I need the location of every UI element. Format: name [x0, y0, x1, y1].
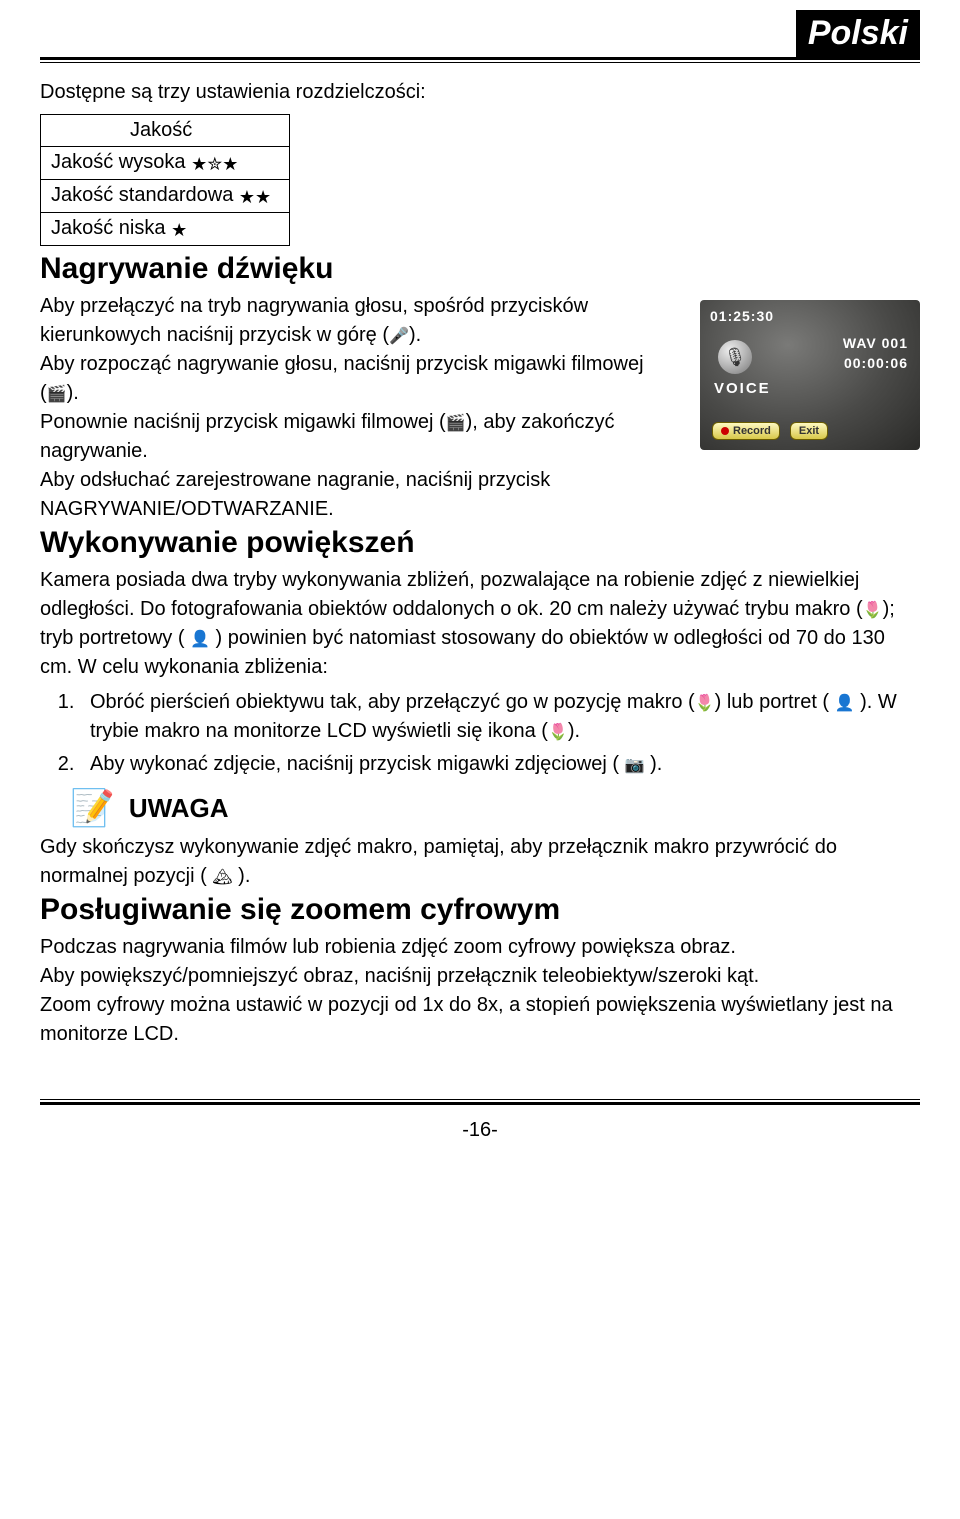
portrait-icon: 👤	[835, 695, 855, 712]
note-a: Gdy skończysz wykonywanie zdjęć makro, p…	[40, 836, 837, 887]
movie-shutter-icon: 🎬	[47, 386, 67, 403]
voice-total-time: 01:25:30	[710, 308, 774, 324]
macro-icon: 🌷	[548, 724, 568, 741]
closeup-paragraph: Kamera posiada dwa tryby wykonywania zbl…	[40, 566, 920, 682]
note-label: UWAGA	[129, 793, 229, 824]
voice-mode-label: VOICE	[714, 380, 771, 397]
audio-p1a: Aby przełączyć na tryb nagrywania głosu,…	[40, 295, 588, 346]
quality-high-label: Jakość wysoka	[51, 151, 186, 173]
movie-shutter-icon: 🎬	[446, 415, 466, 432]
portrait-icon: 👤	[190, 631, 210, 648]
top-double-rule	[40, 57, 920, 63]
closeup-step-1: Obróć pierścień obiektywu tak, aby przeł…	[80, 688, 920, 746]
quality-standard-label: Jakość standardowa	[51, 184, 233, 206]
page-number: -16-	[40, 1119, 920, 1142]
audio-paragraph-2: Aby rozpocząć nagrywanie głosu, naciśnij…	[40, 350, 670, 408]
exit-button-preview: Exit	[790, 422, 828, 440]
mic-icon: 🎙	[718, 340, 752, 374]
quality-high-row: Jakość wysoka ★✮★	[41, 147, 290, 180]
audio-paragraph-3: Ponownie naciśnij przycisk migawki filmo…	[40, 408, 670, 466]
voice-recorder-preview: 01:25:30 WAV 001 00:00:06 🎙 VOICE Record…	[700, 300, 920, 450]
audio-paragraph: Aby przełączyć na tryb nagrywania głosu,…	[40, 292, 670, 350]
language-badge: Polski	[796, 10, 920, 57]
dzoom-p1: Podczas nagrywania filmów lub robienia z…	[40, 933, 920, 962]
step1b: ) lub portret (	[715, 691, 835, 713]
closeup-step-2: Aby wykonać zdjęcie, naciśnij przycisk m…	[80, 750, 920, 779]
quality-header: Jakość	[41, 115, 290, 147]
closeup-a: Kamera posiada dwa tryby wykonywania zbl…	[40, 569, 863, 620]
heading-closeup: Wykonywanie powiększeń	[40, 526, 920, 560]
step1a: Obróć pierścień obiektywu tak, aby przeł…	[90, 691, 695, 713]
voice-wav-label: WAV 001	[843, 335, 908, 351]
quality-standard-row: Jakość standardowa ★★	[41, 180, 290, 213]
resolution-intro: Dostępne są trzy ustawienia rozdzielczoś…	[40, 81, 920, 104]
audio-p2b: ).	[67, 382, 79, 404]
note-icon: 📝	[70, 787, 115, 829]
audio-p2a: Aby rozpocząć nagrywanie głosu, naciśnij…	[40, 353, 644, 404]
record-button-preview: Record	[712, 422, 780, 440]
record-dot-icon	[721, 427, 729, 435]
step2b: ).	[645, 753, 663, 775]
heading-audio-recording: Nagrywanie dźwięku	[40, 252, 920, 286]
note-text: Gdy skończysz wykonywanie zdjęć makro, p…	[40, 833, 920, 891]
quality-low-row: Jakość niska ★	[41, 213, 290, 246]
dzoom-p2: Aby powiększyć/pomniejszyć obraz, naciśn…	[40, 962, 920, 991]
heading-digital-zoom: Posługiwanie się zoomem cyfrowym	[40, 893, 920, 927]
macro-icon: 🌷	[695, 695, 715, 712]
macro-icon: 🌷	[863, 602, 883, 619]
bottom-double-rule	[40, 1099, 920, 1105]
mic-icon: 🎤	[389, 328, 409, 345]
note-b: ).	[233, 865, 251, 887]
stars-icon: ★	[171, 220, 187, 241]
audio-paragraph-4: Aby odsłuchać zarejestrowane nagranie, n…	[40, 466, 670, 524]
closeup-steps: Obróć pierścień obiektywu tak, aby przeł…	[40, 688, 920, 779]
dzoom-p3: Zoom cyfrowy można ustawić w pozycji od …	[40, 991, 920, 1049]
quality-low-label: Jakość niska	[51, 217, 166, 239]
stars-icon: ★✮★	[191, 154, 238, 175]
mountain-icon: 🏔	[212, 869, 232, 886]
audio-p3a: Ponownie naciśnij przycisk migawki filmo…	[40, 411, 446, 433]
stars-icon: ★★	[239, 187, 271, 208]
step2a: Aby wykonać zdjęcie, naciśnij przycisk m…	[90, 753, 625, 775]
record-label: Record	[733, 425, 771, 437]
note-block: 📝 UWAGA	[70, 787, 920, 829]
voice-elapsed-time: 00:00:06	[844, 355, 908, 371]
quality-table: Jakość Jakość wysoka ★✮★ Jakość standard…	[40, 114, 290, 246]
step1d: ).	[568, 720, 580, 742]
audio-p1b: ).	[409, 324, 421, 346]
camera-icon: 📷	[625, 757, 645, 774]
